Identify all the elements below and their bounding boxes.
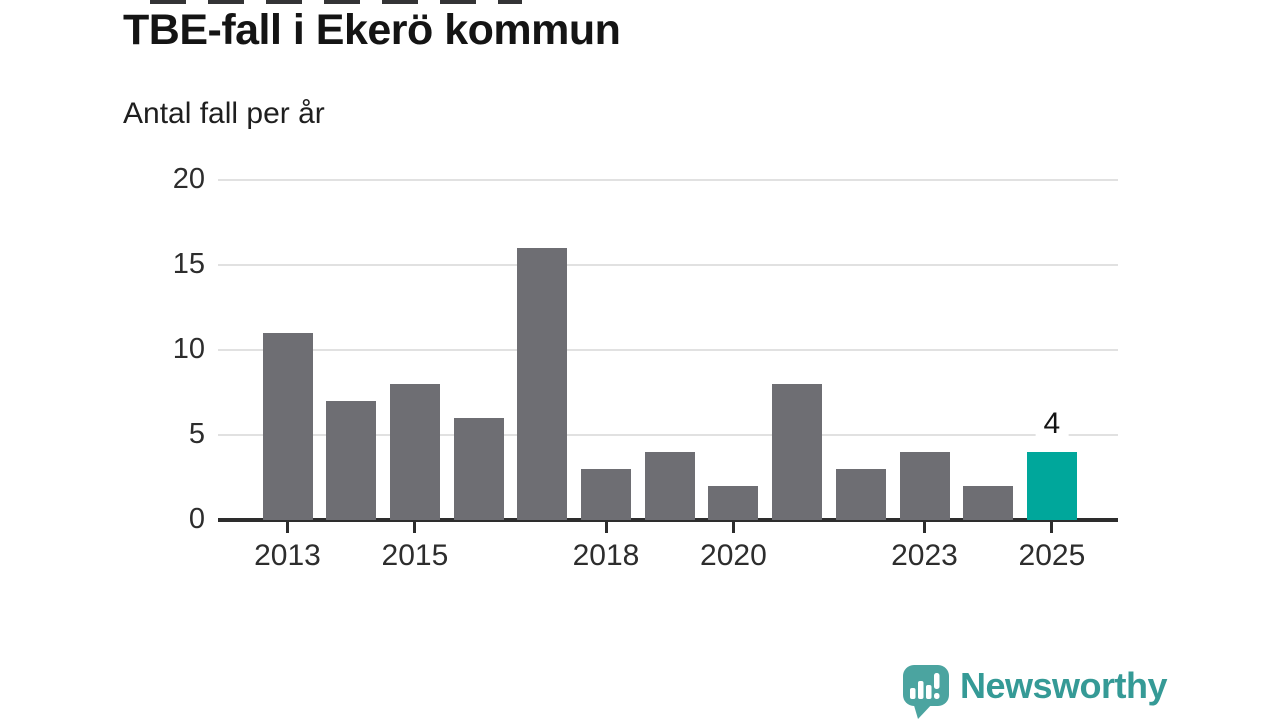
x-tick-2013 bbox=[286, 522, 289, 533]
chart-title: TBE-fall i Ekerö kommun bbox=[123, 6, 621, 54]
x-tick-2020 bbox=[731, 522, 735, 533]
gridline-y-15 bbox=[218, 264, 1118, 266]
x-tick-2023 bbox=[923, 522, 926, 533]
cropped-text-artifact bbox=[150, 0, 522, 4]
bar-2013 bbox=[262, 333, 313, 520]
bar-2016 bbox=[453, 418, 504, 520]
y-axis-label-5: 5 bbox=[188, 418, 205, 450]
x-axis-label-2013: 2013 bbox=[254, 539, 321, 572]
bar-2023 bbox=[899, 452, 950, 520]
bar-2020 bbox=[708, 486, 759, 520]
bar-2021 bbox=[772, 384, 823, 520]
newsworthy-brand-name: Newsworthy bbox=[960, 665, 1168, 706]
chart-subtitle: Antal fall per år bbox=[123, 97, 325, 130]
x-axis-label-2015: 2015 bbox=[381, 539, 449, 572]
x-axis-label-2020: 2020 bbox=[700, 539, 767, 572]
bar-chart-plot-area: 0 5 10 15 20 2013 2015 2018 2020 2023 2025 4 bbox=[172, 163, 1118, 572]
y-axis-label-10: 10 bbox=[172, 333, 205, 365]
x-tick-2018 bbox=[604, 522, 608, 533]
x-axis-label-2025: 2025 bbox=[1018, 539, 1086, 572]
x-axis-label-2023: 2023 bbox=[891, 539, 958, 572]
bar-2019 bbox=[644, 452, 695, 520]
y-axis-label-15: 15 bbox=[172, 248, 205, 280]
bar-2014 bbox=[326, 401, 377, 520]
gridline-y-20 bbox=[218, 179, 1118, 181]
bar-2025 bbox=[1026, 452, 1077, 520]
bar-2022 bbox=[835, 469, 886, 520]
bar-2015 bbox=[389, 384, 440, 520]
gridline-y-5 bbox=[218, 434, 1118, 436]
newsworthy-logo: Newsworthy bbox=[902, 664, 1168, 720]
newsworthy-logo-icon bbox=[903, 665, 949, 719]
bar-2024 bbox=[963, 486, 1014, 520]
highlight-value-label: 4 bbox=[1035, 408, 1069, 440]
gridline-y-10 bbox=[218, 349, 1118, 351]
x-axis-line bbox=[218, 518, 1118, 522]
bar-2018 bbox=[581, 469, 631, 520]
bar-2017 bbox=[517, 248, 568, 520]
y-axis-label-20: 20 bbox=[172, 163, 205, 195]
x-tick-2025 bbox=[1050, 522, 1054, 533]
x-axis-label-2018: 2018 bbox=[572, 539, 640, 572]
x-tick-2015 bbox=[413, 522, 417, 533]
y-axis-label-0: 0 bbox=[188, 503, 205, 535]
